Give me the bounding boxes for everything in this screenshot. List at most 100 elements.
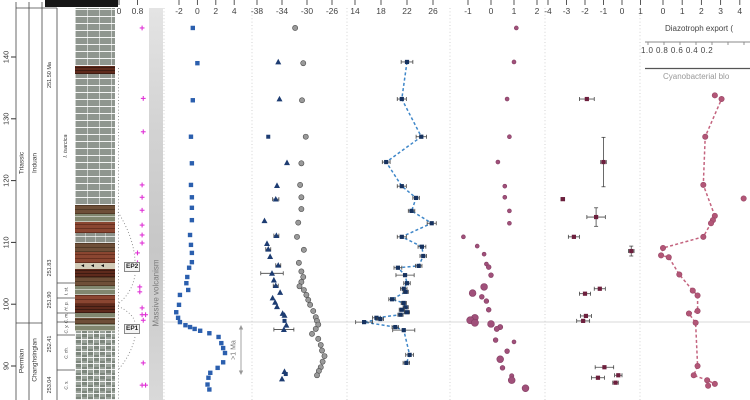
diazotroph-series	[658, 92, 725, 389]
svg-text:90: 90	[2, 362, 11, 370]
lithology-bed	[75, 205, 115, 214]
svg-text:2: 2	[699, 6, 704, 16]
duration-label: >1 Ma	[230, 340, 238, 360]
diazotroph-outlier	[740, 195, 747, 202]
age-date-label: 252.41	[47, 335, 53, 353]
stage-label: Induan	[31, 153, 39, 173]
diazotroph-export-label: Diazotroph export (	[665, 24, 734, 33]
svg-text:-26: -26	[326, 6, 339, 16]
svg-text:14: 14	[350, 6, 360, 16]
svg-text:0: 0	[489, 6, 494, 16]
temperature-series	[355, 59, 437, 366]
svg-text:-2: -2	[581, 6, 589, 16]
svg-text:1: 1	[680, 6, 685, 16]
lithology-column: ◄◄◄	[75, 0, 115, 400]
svg-text:22: 22	[402, 6, 412, 16]
age-date-label: 251.90	[47, 291, 53, 309]
d13c-carb-series	[174, 25, 228, 392]
ep1-label: EP1	[124, 324, 141, 334]
biozone-label: I. st.	[63, 286, 69, 295]
panel-organic-carbon: -38 -34 -30 -26	[251, 0, 339, 400]
lithology-bed	[75, 8, 115, 66]
lithology-bed	[75, 66, 115, 74]
panel-diazotroph-export: 0 1 2 3 4	[639, 0, 747, 400]
svg-text:0: 0	[620, 6, 625, 16]
period-label: Permian	[18, 348, 26, 374]
ep2-label: EP2	[124, 262, 141, 272]
proxy-squares	[560, 96, 635, 385]
age-date-label: 251.83	[47, 259, 53, 277]
lithology-bed	[75, 74, 115, 205]
biozone-label: C. s.	[63, 380, 69, 390]
svg-text:140: 140	[2, 51, 11, 64]
d13c-org-circles	[292, 25, 328, 379]
svg-text:1: 1	[512, 6, 517, 16]
lithology-bed	[75, 233, 115, 243]
svg-text:4: 4	[737, 6, 742, 16]
panel-temperature: 14 18 22 26	[346, 0, 438, 400]
lithology-bed	[75, 313, 115, 318]
lithology-bed	[75, 286, 115, 295]
volcanism-label: Massive volcanism	[151, 259, 161, 327]
panel-carbonate-carbon: -2 0 2 4	[163, 0, 237, 400]
svg-text:120: 120	[2, 174, 11, 187]
age-date-label: 253.04	[47, 376, 53, 394]
svg-text:-38: -38	[251, 6, 264, 16]
svg-text:-30: -30	[301, 6, 314, 16]
svg-text:26: 26	[428, 6, 438, 16]
svg-text:-4: -4	[544, 6, 552, 16]
lithology-bed	[75, 295, 115, 304]
age-date-label: 251.50 Ma	[47, 62, 53, 88]
svg-text:3: 3	[718, 6, 723, 16]
svg-text:-34: -34	[276, 6, 289, 16]
svg-text:110: 110	[2, 236, 11, 248]
lithology-bed	[75, 214, 115, 222]
svg-text:0: 0	[117, 6, 122, 16]
svg-text:100: 100	[2, 298, 11, 311]
svg-text:0: 0	[661, 6, 666, 16]
duration-arrow	[238, 325, 244, 375]
svg-text:-1: -1	[464, 6, 472, 16]
lithology-bed	[75, 252, 115, 263]
svg-text:-1: -1	[600, 6, 608, 16]
svg-text:-2: -2	[175, 6, 183, 16]
svg-text:4: 4	[232, 6, 237, 16]
biozone-label: C. ch.	[63, 346, 69, 359]
biozone-label: I. isarcica	[63, 133, 69, 158]
svg-text:0: 0	[195, 6, 200, 16]
period-label: Triassic	[18, 151, 26, 175]
cyanobacterial-bloom-label: Cyanobacterial blo	[663, 72, 730, 81]
svg-text:0.8: 0.8	[132, 6, 144, 16]
lithology-bed	[75, 277, 115, 286]
svg-text:-3: -3	[563, 6, 571, 16]
lithology-bed	[75, 304, 115, 313]
biozone-label: C. y.	[63, 324, 69, 333]
volcanism-band	[149, 8, 163, 400]
magenta-cross-series	[135, 25, 148, 388]
svg-text:2: 2	[213, 6, 218, 16]
svg-text:2: 2	[535, 6, 540, 16]
svg-text:130: 130	[2, 113, 11, 126]
svg-text:18: 18	[376, 6, 386, 16]
d15n-series	[461, 25, 530, 392]
biozone-label: H. p.	[63, 300, 69, 311]
lithology-bed	[75, 243, 115, 252]
svg-text:1: 1	[638, 6, 643, 16]
lithology-bed	[75, 269, 115, 277]
table-top-border	[45, 0, 118, 7]
lithology-bed	[75, 324, 115, 331]
lithology-bed	[75, 222, 115, 233]
diazotroph-bracket-axis	[645, 41, 750, 45]
panel-toc-mini: 0 0.8	[117, 0, 148, 388]
stage-label: Changhsingian	[31, 338, 39, 382]
panel-nitrogen-proxy: -4 -3 -2 -1 0 1	[544, 0, 643, 400]
lithology-bed	[75, 318, 115, 324]
panel-nitrogen-isotopes: -1 0 1 2	[449, 0, 540, 400]
biozone-label: C. m.	[63, 312, 69, 323]
biomarker-triangles	[260, 58, 295, 382]
biomarker-squares	[266, 134, 288, 377]
diazotroph-secondary-axis: 1.0 0.8 0.6 0.4 0.2	[641, 46, 714, 55]
lithology-bed	[75, 331, 115, 400]
